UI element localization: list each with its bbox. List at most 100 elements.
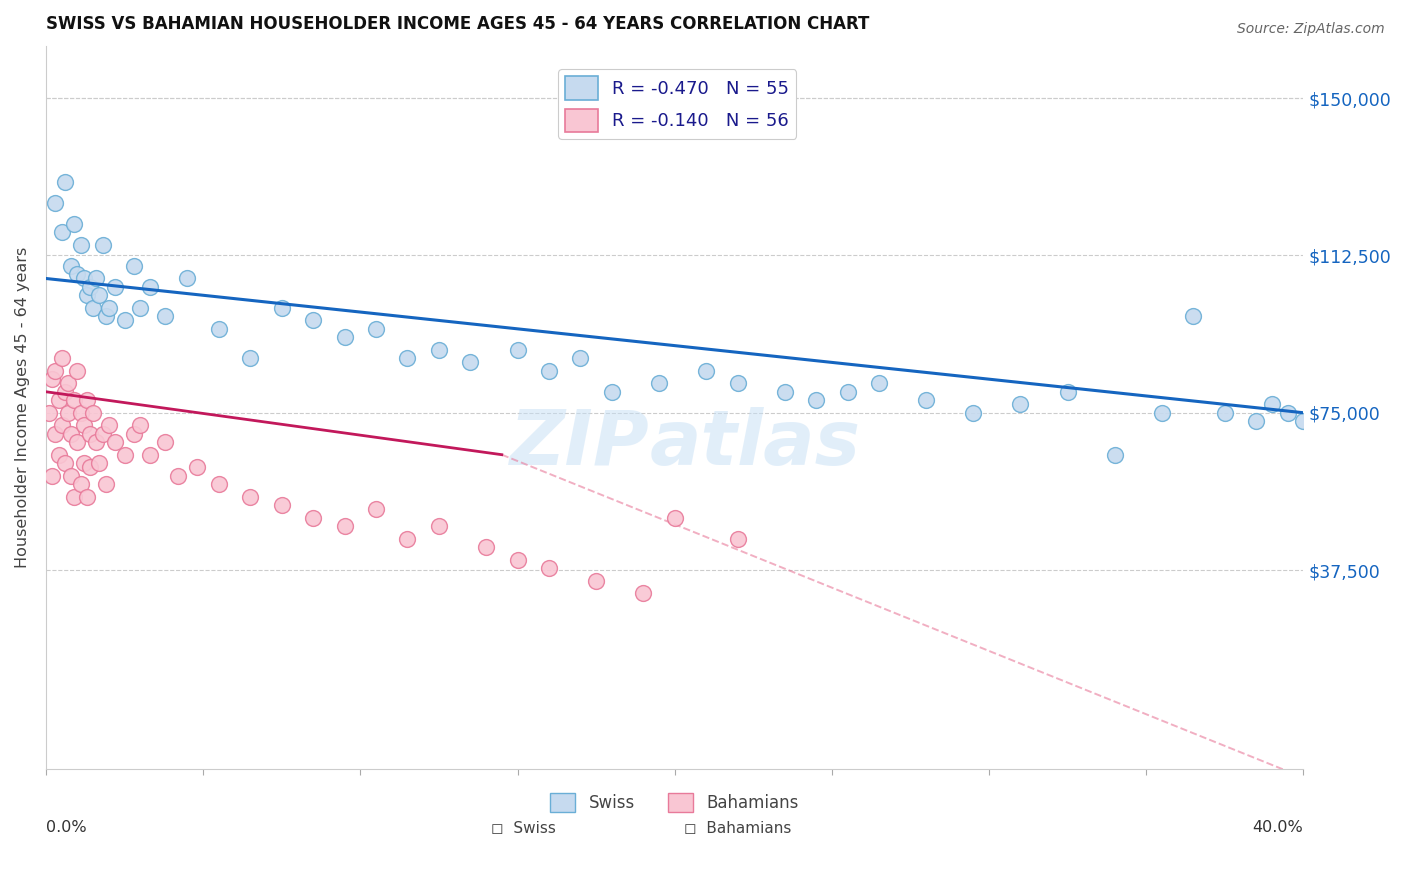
Point <box>239 490 262 504</box>
Point <box>69 406 91 420</box>
Point <box>1244 414 1267 428</box>
Text: 40.0%: 40.0% <box>1253 820 1303 835</box>
Point <box>53 384 76 399</box>
Point <box>537 561 560 575</box>
Point <box>1056 384 1078 399</box>
Point <box>91 426 114 441</box>
Text: 0.0%: 0.0% <box>46 820 87 835</box>
Point <box>79 426 101 441</box>
Point <box>155 435 177 450</box>
Point <box>73 271 96 285</box>
Point <box>84 271 107 285</box>
Point <box>89 288 111 302</box>
Point <box>1104 448 1126 462</box>
Point <box>364 502 387 516</box>
Point <box>773 384 796 399</box>
Point <box>89 456 111 470</box>
Point <box>60 259 83 273</box>
Point <box>82 406 104 420</box>
Point <box>60 468 83 483</box>
Point <box>76 393 98 408</box>
Point <box>41 468 63 483</box>
Point <box>104 435 127 450</box>
Point <box>1213 406 1236 420</box>
Point <box>53 456 76 470</box>
Point <box>804 393 827 408</box>
Point <box>51 418 73 433</box>
Point <box>63 393 86 408</box>
Point <box>585 574 607 588</box>
Point <box>84 435 107 450</box>
Point <box>569 351 592 366</box>
Point <box>63 217 86 231</box>
Point <box>1277 406 1299 420</box>
Point <box>79 280 101 294</box>
Point <box>79 460 101 475</box>
Point <box>69 238 91 252</box>
Point <box>1182 310 1205 324</box>
Text: ◻  Swiss: ◻ Swiss <box>491 820 557 835</box>
Point <box>48 448 70 462</box>
Text: Source: ZipAtlas.com: Source: ZipAtlas.com <box>1237 22 1385 37</box>
Point <box>51 225 73 239</box>
Point <box>302 510 325 524</box>
Legend: Swiss, Bahamians: Swiss, Bahamians <box>544 786 806 819</box>
Point <box>915 393 938 408</box>
Text: ◻  Bahamians: ◻ Bahamians <box>683 820 792 835</box>
Point <box>1010 397 1032 411</box>
Point <box>122 426 145 441</box>
Point <box>94 477 117 491</box>
Point <box>239 351 262 366</box>
Point <box>600 384 623 399</box>
Point <box>837 384 859 399</box>
Point <box>727 376 749 391</box>
Point <box>460 355 482 369</box>
Point <box>270 498 292 512</box>
Point <box>94 310 117 324</box>
Point <box>73 418 96 433</box>
Text: ZIP: ZIP <box>510 407 650 481</box>
Y-axis label: Householder Income Ages 45 - 64 years: Householder Income Ages 45 - 64 years <box>15 247 30 568</box>
Point <box>69 477 91 491</box>
Point <box>51 351 73 366</box>
Point <box>48 393 70 408</box>
Point <box>633 586 655 600</box>
Point <box>155 310 177 324</box>
Point <box>44 196 66 211</box>
Point <box>60 426 83 441</box>
Point <box>208 322 231 336</box>
Point <box>91 238 114 252</box>
Point <box>138 280 160 294</box>
Point <box>333 519 356 533</box>
Text: atlas: atlas <box>650 407 860 481</box>
Point <box>44 426 66 441</box>
Point <box>727 532 749 546</box>
Point <box>648 376 671 391</box>
Point <box>506 343 529 357</box>
Text: SWISS VS BAHAMIAN HOUSEHOLDER INCOME AGES 45 - 64 YEARS CORRELATION CHART: SWISS VS BAHAMIAN HOUSEHOLDER INCOME AGE… <box>46 15 869 33</box>
Point <box>97 418 120 433</box>
Point <box>176 271 198 285</box>
Point <box>167 468 190 483</box>
Point <box>364 322 387 336</box>
Point <box>138 448 160 462</box>
Point <box>56 376 79 391</box>
Point <box>396 351 419 366</box>
Point <box>73 456 96 470</box>
Point <box>270 301 292 315</box>
Point <box>302 313 325 327</box>
Point <box>868 376 890 391</box>
Point <box>664 510 686 524</box>
Point <box>208 477 231 491</box>
Point <box>475 540 498 554</box>
Point <box>114 448 136 462</box>
Point <box>41 372 63 386</box>
Point <box>427 343 450 357</box>
Point <box>333 330 356 344</box>
Point <box>537 364 560 378</box>
Point <box>97 301 120 315</box>
Point <box>122 259 145 273</box>
Point <box>129 301 152 315</box>
Point <box>76 490 98 504</box>
Point <box>186 460 208 475</box>
